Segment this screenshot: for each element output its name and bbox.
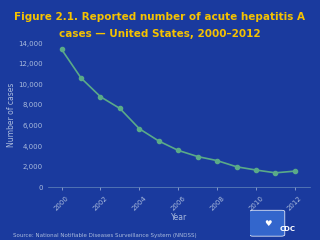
Text: CDC: CDC: [280, 226, 296, 232]
Text: Figure 2.1. Reported number of acute hepatitis A: Figure 2.1. Reported number of acute hep…: [14, 12, 306, 22]
Text: Source: National Notifiable Diseases Surveillance System (NNDSS): Source: National Notifiable Diseases Sur…: [13, 233, 196, 238]
X-axis label: Year: Year: [171, 213, 187, 222]
Y-axis label: Number of cases: Number of cases: [7, 83, 16, 147]
Text: ♥: ♥: [264, 219, 271, 228]
Text: cases — United States, 2000–2012: cases — United States, 2000–2012: [59, 29, 261, 39]
FancyBboxPatch shape: [250, 210, 285, 236]
